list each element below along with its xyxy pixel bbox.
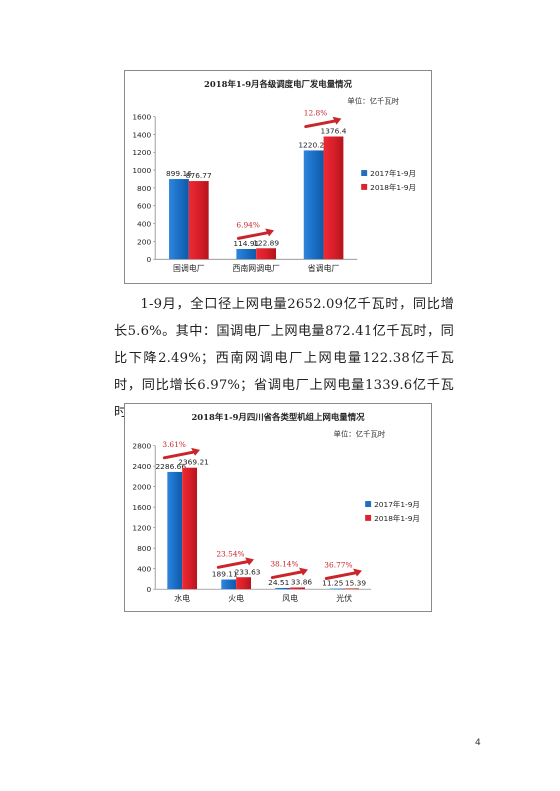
chart-unit-types: 2018年1-9月四川省各类型机组上网电量情况单位：亿千瓦时 0 400 800 120… (124, 403, 432, 612)
data-label: 1220.21 (298, 140, 329, 149)
growth-arrow-head (265, 228, 275, 237)
data-label: 122.89 (253, 238, 279, 247)
x-tick-label: 国调电厂 (173, 263, 205, 273)
growth-arrow-head (299, 567, 308, 576)
y-tick-label: 0 (147, 585, 152, 594)
page-number: 4 (475, 738, 481, 748)
chart-unit-label: 单位：亿千瓦时 (347, 96, 399, 106)
bar (329, 588, 345, 590)
bar (221, 579, 237, 590)
bar (290, 587, 305, 590)
y-tick-label: 0 (146, 255, 151, 264)
bar (303, 150, 324, 260)
bar (169, 179, 189, 260)
legend-swatch (365, 514, 372, 521)
data-label: 114.91 (233, 239, 259, 248)
y-tick-label: 1600 (132, 113, 151, 122)
data-label: 15.39 (345, 578, 366, 587)
legend-swatch (361, 170, 368, 177)
growth-label: 12.8% (304, 109, 328, 118)
growth-arrow-shaft (304, 119, 338, 129)
growth-arrow-shaft (236, 230, 271, 240)
chart-title: 2018年1-9月各级调度电厂发电量情况 (204, 79, 352, 89)
y-tick-label: 1400 (132, 130, 151, 139)
y-tick-label: 2400 (132, 462, 151, 471)
growth-label: 23.54% (216, 549, 244, 558)
bar (256, 248, 277, 260)
growth-arrow-head (191, 447, 201, 456)
y-tick-label: 2000 (132, 483, 151, 492)
x-tick-label: 火电 (228, 593, 244, 603)
chart-title: 2018年1-9月四川省各类型机组上网电量情况 (191, 412, 365, 422)
data-label: 2369.21 (178, 458, 209, 467)
legend-swatch (361, 183, 368, 190)
data-label: 24.51 (268, 578, 289, 587)
y-tick-label: 400 (137, 220, 151, 229)
x-tick-label: 西南网调电厂 (232, 263, 280, 273)
growth-arrow-shaft (270, 570, 305, 580)
growth-arrow-head (332, 116, 342, 125)
data-label: 11.25 (322, 579, 343, 588)
growth-arrow-head (245, 557, 254, 566)
bar (182, 467, 198, 590)
data-label: 1376.4 (321, 127, 347, 136)
bar (236, 248, 257, 260)
data-label: 899.16 (166, 169, 192, 178)
growth-arrow-shaft (324, 571, 359, 581)
legend-swatch (365, 501, 372, 508)
y-tick-label: 1200 (132, 524, 151, 533)
growth-label: 38.14% (270, 560, 298, 569)
y-tick-label: 1200 (132, 148, 151, 157)
y-tick-label: 800 (137, 544, 151, 553)
growth-arrow-shaft (162, 450, 197, 460)
data-label: 876.77 (186, 171, 212, 180)
y-tick-label: 200 (137, 237, 151, 246)
y-tick-label: 1600 (132, 503, 151, 512)
legend-label: 2017年1-9月 (370, 168, 416, 178)
legend-label: 2017年1-9月 (374, 499, 420, 509)
data-label: 2286.66 (155, 462, 186, 471)
y-tick-label: 600 (137, 202, 151, 211)
data-label: 189.11 (212, 570, 238, 579)
y-tick-label: 400 (137, 565, 151, 574)
legend-label: 2018年1-9月 (374, 513, 420, 523)
bar (344, 588, 359, 590)
y-tick-label: 2800 (132, 442, 151, 451)
y-tick-label: 800 (137, 184, 151, 193)
bar (188, 181, 209, 260)
bar (275, 587, 291, 590)
growth-label: 6.94% (236, 220, 260, 229)
y-tick-label: 1000 (132, 166, 151, 175)
bar (236, 577, 252, 590)
growth-label: 36.77% (324, 561, 352, 570)
data-label: 33.86 (291, 578, 312, 587)
bar (323, 136, 344, 260)
growth-arrow-shaft (216, 559, 251, 569)
chart-dispatch-plants: 2018年1-9月各级调度电厂发电量情况单位：亿千瓦时 0 200 400 600 800… (124, 70, 432, 284)
x-tick-label: 光伏 (336, 593, 352, 603)
x-tick-label: 省调电厂 (308, 263, 340, 273)
data-label: 233.63 (235, 567, 261, 576)
legend-label: 2018年1-9月 (370, 182, 416, 192)
x-tick-label: 水电 (174, 593, 190, 603)
bar (167, 471, 183, 590)
x-tick-label: 风电 (282, 593, 298, 603)
growth-arrow-head (353, 568, 362, 577)
growth-label: 3.61% (162, 440, 186, 449)
chart-unit-label: 单位：亿千瓦时 (333, 429, 385, 439)
